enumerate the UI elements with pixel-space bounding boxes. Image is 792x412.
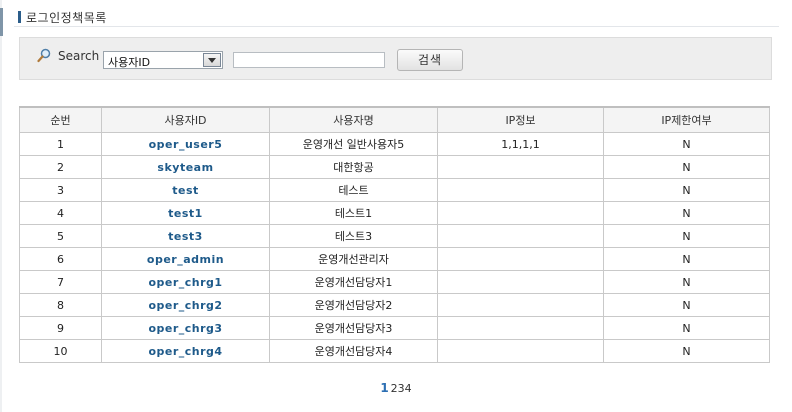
user-id-link[interactable]: test [101,178,270,202]
table-header-row: 순번 사용자ID 사용자명 IP정보 IP제한여부 [19,106,770,133]
search-field-select-value: 사용자ID [108,56,151,69]
cell-user-name: 테스트3 [269,224,438,248]
cell-user-name: 운영개선담당자2 [269,293,438,317]
login-policy-table: 순번 사용자ID 사용자명 IP정보 IP제한여부 1 oper_user5 운영개… [19,106,770,363]
table-row: 3 test 테스트 N [19,178,770,202]
cell-user-name: 대한항공 [269,155,438,179]
column-header-user-id: 사용자ID [101,106,270,133]
search-field-select[interactable]: 사용자ID [103,51,223,69]
cell-ip-info: 1,1,1,1 [437,132,604,156]
cell-no: 7 [19,270,102,294]
page-link-4[interactable]: 4 [404,382,412,395]
cell-user-name: 운영개선담당자1 [269,270,438,294]
chevron-down-icon[interactable] [203,53,221,67]
table-row: 4 test1 테스트1 N [19,201,770,225]
column-header-ip-info: IP정보 [437,106,604,133]
cell-ip-restrict: N [603,155,770,179]
cell-no: 3 [19,178,102,202]
search-icon [37,48,51,63]
page-link-2[interactable]: 2 [390,382,398,395]
cell-ip-restrict: N [603,339,770,363]
cell-user-name: 테스트 [269,178,438,202]
user-id-link[interactable]: oper_chrg2 [101,293,270,317]
cell-ip-restrict: N [603,316,770,340]
cell-ip-info [437,201,604,225]
cell-user-name: 운영개선관리자 [269,247,438,271]
cell-ip-restrict: N [603,224,770,248]
cell-ip-restrict: N [603,178,770,202]
cell-no: 5 [19,224,102,248]
table-body: 1 oper_user5 운영개선 일반사용자5 1,1,1,1 N 2 skyteam 대한… [19,132,770,363]
cell-user-name: 테스트1 [269,201,438,225]
table-row: 5 test3 테스트3 N [19,224,770,248]
column-header-ip-restrict: IP제한여부 [603,106,770,133]
search-input[interactable] [233,52,385,68]
title-marker [18,11,21,23]
user-id-link[interactable]: oper_chrg3 [101,316,270,340]
cell-no: 8 [19,293,102,317]
cell-ip-info [437,270,604,294]
table-row: 7 oper_chrg1 운영개선담당자1 N [19,270,770,294]
user-id-link[interactable]: oper_admin [101,247,270,271]
user-id-link[interactable]: oper_chrg1 [101,270,270,294]
cell-ip-info [437,293,604,317]
page-title: 로그인정책목록 [26,11,107,25]
table-row: 2 skyteam 대한항공 N [19,155,770,179]
user-id-link[interactable]: oper_user5 [101,132,270,156]
cell-ip-restrict: N [603,293,770,317]
left-frame-tab [0,8,3,36]
table-row: 10 oper_chrg4 운영개선담당자4 N [19,339,770,363]
table-row: 8 oper_chrg2 운영개선담당자2 N [19,293,770,317]
cell-ip-info [437,247,604,271]
cell-user-name: 운영개선담당자3 [269,316,438,340]
cell-ip-restrict: N [603,247,770,271]
left-frame-edge [0,0,2,412]
cell-ip-restrict: N [603,270,770,294]
search-label: Search [58,49,100,63]
cell-no: 1 [19,132,102,156]
search-button[interactable]: 검색 [397,49,463,71]
page-link-1[interactable]: 1 [380,381,389,395]
table-row: 1 oper_user5 운영개선 일반사용자5 1,1,1,1 N [19,132,770,156]
cell-no: 6 [19,247,102,271]
cell-user-name: 운영개선 일반사용자5 [269,132,438,156]
cell-ip-info [437,155,604,179]
cell-no: 9 [19,316,102,340]
cell-ip-restrict: N [603,132,770,156]
user-id-link[interactable]: test1 [101,201,270,225]
cell-ip-info [437,178,604,202]
user-id-link[interactable]: test3 [101,224,270,248]
cell-ip-info [437,224,604,248]
page-link-3[interactable]: 3 [397,382,405,395]
cell-ip-info [437,339,604,363]
user-id-link[interactable]: oper_chrg4 [101,339,270,363]
column-header-user-name: 사용자명 [269,106,438,133]
cell-user-name: 운영개선담당자4 [269,339,438,363]
cell-no: 4 [19,201,102,225]
column-header-no: 순번 [19,106,102,133]
page-header: 로그인정책목록 [14,8,779,27]
cell-ip-restrict: N [603,201,770,225]
cell-no: 2 [19,155,102,179]
table-row: 9 oper_chrg3 운영개선담당자3 N [19,316,770,340]
search-panel: Search 사용자ID 검색 [19,37,772,80]
table-row: 6 oper_admin 운영개선관리자 N [19,247,770,271]
pagination: 1 234 [0,381,792,395]
cell-ip-info [437,316,604,340]
user-id-link[interactable]: skyteam [101,155,270,179]
cell-no: 10 [19,339,102,363]
